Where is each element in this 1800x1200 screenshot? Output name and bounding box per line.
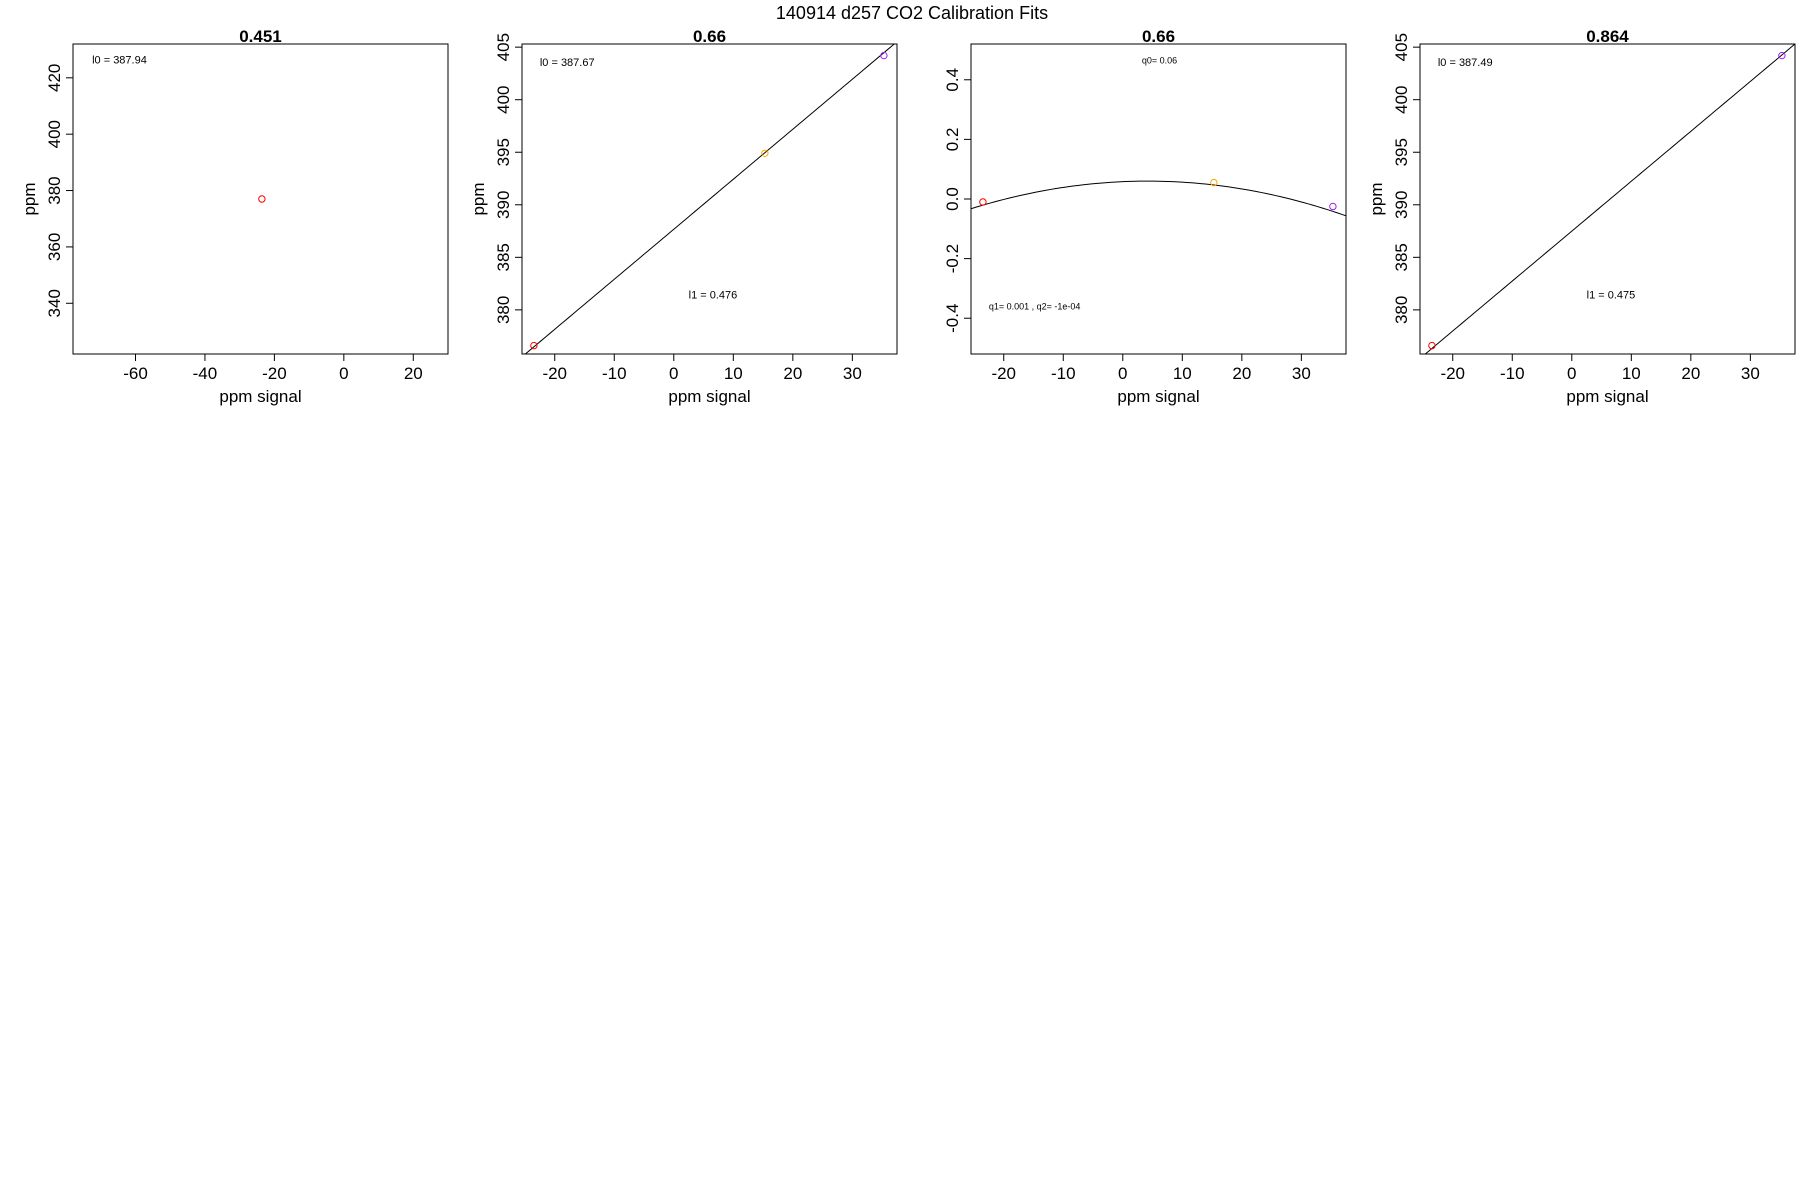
data-point [1778, 51, 1786, 60]
x-tick-label: 30 [843, 364, 862, 383]
x-axis-label: ppm signal [219, 387, 301, 406]
panel-title: 0.66 [1142, 27, 1175, 46]
panel-title: 0.66 [693, 27, 726, 46]
y-axis-label: ppm [20, 182, 39, 215]
y-tick-label: 420 [45, 64, 64, 92]
x-tick-label: -20 [542, 364, 567, 383]
x-tick-label: -20 [262, 364, 287, 383]
fit-annotation: l1 = 0.475 [1587, 289, 1636, 301]
x-tick-label: 0 [669, 364, 678, 383]
x-tick-label: -40 [193, 364, 218, 383]
x-tick-label: 30 [1741, 364, 1760, 383]
y-tick-label: 400 [1392, 86, 1411, 114]
x-tick-label: 20 [1232, 364, 1251, 383]
plot-frame [521, 43, 898, 355]
figure-title: 140914 d257 CO2 Calibration Fits [776, 3, 1048, 23]
data-point [761, 149, 769, 157]
fit-line [1424, 44, 1795, 354]
x-tick-label: -10 [1500, 364, 1525, 383]
y-tick-label: 405 [494, 33, 513, 61]
x-tick-label: 20 [783, 364, 802, 383]
data-point [258, 195, 266, 203]
x-tick-label: 0 [1567, 364, 1576, 383]
x-tick-label: 30 [1292, 364, 1311, 383]
panel-3: 0.66 -20 -10 0 10 20 30 -0.4 -0.2 0.0 0.2 0.4 ppm si… [943, 27, 1347, 406]
panel-title: 0.451 [239, 27, 282, 46]
fit-annotation: l0 = 387.94 [92, 55, 147, 67]
x-tick-label: 20 [404, 364, 423, 383]
panel-1: 0.451 -60 -40 -20 0 20 340 360 380 400 420 ppm sign… [20, 27, 449, 406]
plot-frame [1419, 43, 1796, 355]
x-tick-label: -10 [602, 364, 627, 383]
x-tick-label: 10 [724, 364, 743, 383]
y-axis-label: ppm [469, 182, 488, 215]
x-tick-label: -10 [1051, 364, 1076, 383]
fit-annotation: q1= 0.001 , q2= -1e-04 [989, 301, 1081, 311]
y-tick-label: 400 [494, 86, 513, 114]
panels: 0.451 -60 -40 -20 0 20 340 360 380 400 420 ppm sign… [20, 27, 1796, 406]
x-tick-label: 20 [1681, 364, 1700, 383]
y-tick-label: 385 [1392, 243, 1411, 271]
y-tick-label: 385 [494, 243, 513, 271]
y-tick-label: 395 [494, 138, 513, 166]
x-axis-label: ppm signal [1566, 387, 1648, 406]
y-tick-label: 380 [494, 296, 513, 324]
y-tick-label: -0.4 [943, 304, 962, 333]
fit-line [524, 44, 896, 354]
fit-line [971, 180, 1346, 217]
x-tick-label: 10 [1173, 364, 1192, 383]
y-tick-label: -0.2 [943, 244, 962, 273]
x-tick-label: -60 [123, 364, 148, 383]
fit-annotation: q0= 0.06 [1142, 55, 1177, 65]
x-tick-label: 0 [1118, 364, 1127, 383]
y-tick-label: 380 [1392, 296, 1411, 324]
x-tick-label: -20 [1440, 364, 1465, 383]
data-point [1210, 178, 1218, 187]
fit-annotation: l0 = 387.67 [540, 57, 595, 69]
x-tick-label: 0 [339, 364, 348, 383]
y-tick-label: 380 [45, 176, 64, 204]
x-axis-label: ppm signal [668, 387, 750, 406]
data-point [1329, 202, 1337, 211]
y-tick-label: 390 [494, 191, 513, 219]
y-tick-label: 0.2 [943, 128, 962, 152]
y-tick-label: 405 [1392, 33, 1411, 61]
y-tick-label: 390 [1392, 191, 1411, 219]
panel-2: 0.66 -20 -10 0 10 20 30 380 385 390 395 400 405 ppm s… [469, 27, 898, 406]
x-axis-label: ppm signal [1117, 387, 1199, 406]
fit-annotation: l1 = 0.476 [689, 289, 738, 301]
data-point [1428, 341, 1436, 350]
y-tick-label: 360 [45, 233, 64, 261]
data-point [979, 198, 987, 206]
y-axis-label: ppm [1367, 182, 1386, 215]
y-tick-label: 340 [45, 289, 64, 317]
panel-title: 0.864 [1586, 27, 1629, 46]
data-point [880, 51, 888, 60]
panel-4: 0.864 -20 -10 0 10 20 30 380 385 390 395 400 405 ppm … [1367, 27, 1796, 406]
y-tick-label: 395 [1392, 138, 1411, 166]
plot-frame [72, 43, 449, 355]
y-tick-label: 0.0 [943, 187, 962, 211]
x-tick-label: 10 [1622, 364, 1641, 383]
x-tick-label: -20 [991, 364, 1016, 383]
y-tick-label: 400 [45, 120, 64, 148]
data-point [530, 341, 538, 350]
y-tick-label: 0.4 [943, 68, 962, 92]
fit-annotation: l0 = 387.49 [1438, 57, 1493, 69]
